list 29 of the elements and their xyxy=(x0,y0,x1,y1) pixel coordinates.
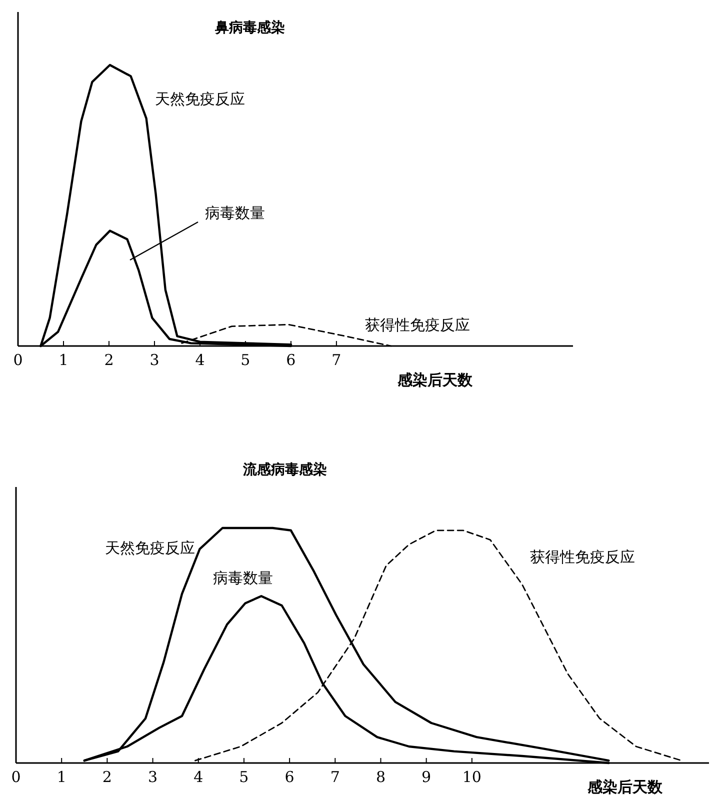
x-tick-label: 4 xyxy=(195,351,205,369)
x-tick-label: 8 xyxy=(376,768,386,786)
series-label: 天然免疫反应 xyxy=(155,90,245,108)
x-tick-label: 0 xyxy=(11,768,21,786)
x-tick-label: 2 xyxy=(104,351,114,369)
x-tick-label: 3 xyxy=(148,768,158,786)
chart-title: 鼻病毒感染 xyxy=(214,19,285,36)
text: 病毒数量 xyxy=(205,204,265,222)
series-label: 天然免疫反应 xyxy=(105,539,195,557)
x-axis-title: 感染后天数 xyxy=(586,778,664,796)
series-label: 病毒数量 xyxy=(213,569,273,587)
x-tick-label: 1 xyxy=(56,768,66,786)
x-tick-label: 7 xyxy=(332,351,342,369)
x-tick-label: 4 xyxy=(194,768,204,786)
x-tick-label: 5 xyxy=(239,768,249,786)
x-tick-label: 5 xyxy=(240,351,250,369)
x-tick-label: 7 xyxy=(330,768,340,786)
x-tick-label: 10 xyxy=(462,768,482,786)
series-label: 获得性免疫反应 xyxy=(365,316,470,334)
x-tick-label: 3 xyxy=(150,351,160,369)
x-tick-label: 0 xyxy=(13,351,23,369)
series-label: 获得性免疫反应 xyxy=(530,548,635,566)
x-tick-label: 2 xyxy=(102,768,112,786)
x-axis-title: 感染后天数 xyxy=(396,371,474,389)
x-tick-label: 1 xyxy=(58,351,68,369)
x-tick-label: 6 xyxy=(286,351,296,369)
x-tick-label: 9 xyxy=(422,768,432,786)
chart-title: 流感病毒感染 xyxy=(242,461,327,478)
x-tick-label: 6 xyxy=(284,768,294,786)
